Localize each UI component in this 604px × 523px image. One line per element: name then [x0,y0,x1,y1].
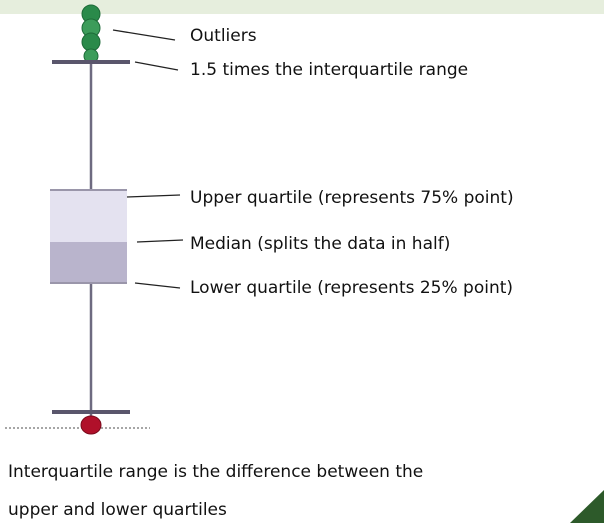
leader [134,282,181,289]
lower-box [50,242,127,283]
caption-line: upper and lower quartiles [8,500,227,520]
outlier [81,32,101,52]
top-band [0,0,604,14]
label: Outliers [190,26,257,46]
label: 1.5 times the interquartile range [190,60,468,80]
leader [136,239,184,243]
label: Upper quartile (represents 75% point) [190,188,514,208]
label: Lower quartile (represents 25% point) [190,278,513,298]
caption-line: Interquartile range is the difference be… [8,462,423,482]
leader [134,61,179,71]
leader [126,194,181,198]
upper-box [50,190,127,242]
outliers [81,4,101,64]
leader-lines [112,29,184,289]
label: Median (splits the data in half) [190,234,450,254]
outlier-low [80,415,102,435]
corner-decoration [570,490,604,523]
leader [112,29,176,41]
